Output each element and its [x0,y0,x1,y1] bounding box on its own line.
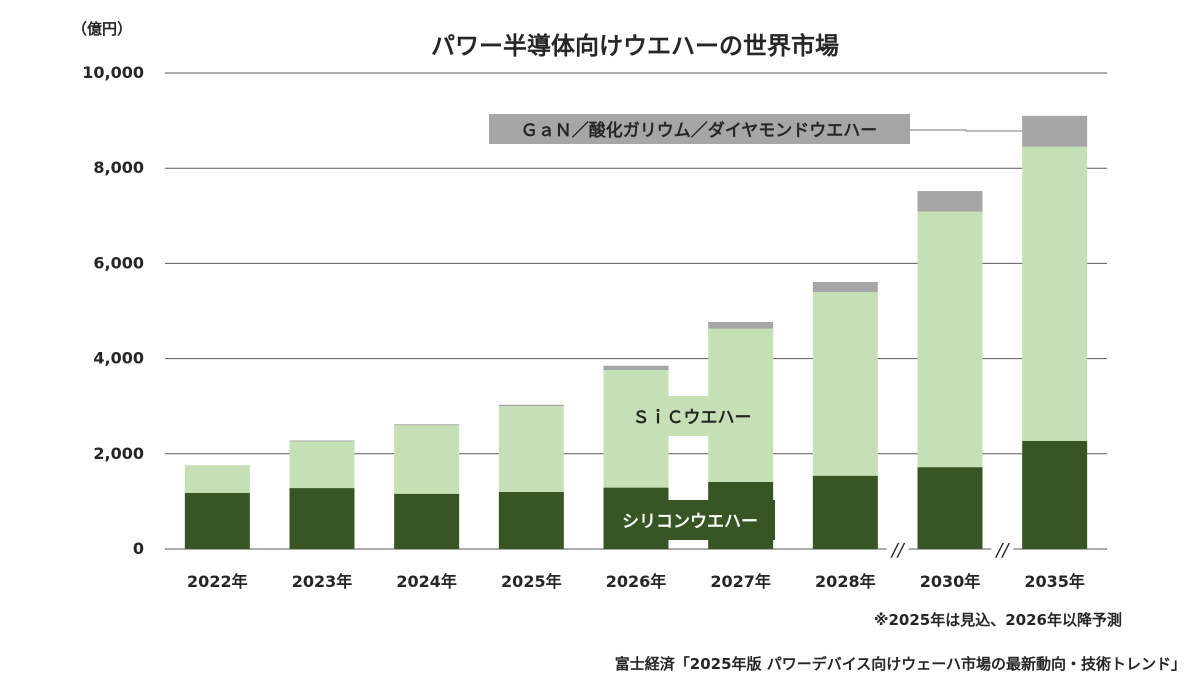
x-tick-label: 2024年 [396,572,457,591]
y-tick-label: 6,000 [93,253,144,272]
bar-segment [498,491,564,549]
chart-title: パワー半導体向けウエハーの世界市場 [431,32,839,60]
bar-segment [184,492,250,549]
x-tick-label: 2027年 [710,572,771,591]
y-axis-unit: （億円） [72,20,133,38]
bar-segment [603,365,669,371]
axis-break-gap [991,538,1014,556]
series-label-silicon: シリコンウエハー [622,512,758,532]
axis-break-mark: // [890,540,906,561]
bar-segment [498,404,564,407]
bar-segment [394,424,460,426]
x-tick-label: 2035年 [1024,572,1085,591]
sic-label-box [622,396,762,436]
x-tick-label: 2022年 [187,572,248,591]
bar-segment [812,281,878,292]
series-label-gan: ＧａＮ／酸化ガリウム／ダイヤモンドウエハー [521,120,878,141]
bar-segment [394,425,460,494]
bar-segment [917,211,983,468]
axis-break-mark: // [994,540,1010,561]
y-tick-label: 10,000 [82,63,144,82]
bar-segment [394,493,460,549]
x-tick-label: 2025年 [501,572,562,591]
y-tick-label: 0 [133,539,144,558]
silicon-label-box [605,500,775,540]
bar-segment [708,321,774,329]
forecast-note: ※2025年は見込、2026年以降予測 [873,611,1122,629]
bar-segment [184,465,250,493]
bar-segment [917,467,983,549]
bar-segment [1022,115,1088,147]
axis-break-gap [886,538,909,556]
bar-segment [498,406,564,492]
bar-segment [1022,146,1088,441]
gan-leader-line [910,129,1023,132]
series-label-sic: ＳｉＣウエハー [633,408,752,428]
source-citation: 富士経済「2025年版 パワーデバイス向けウェーハ市場の最新動向・技術トレンド」 [614,655,1186,673]
y-tick-label: 2,000 [93,444,144,463]
y-tick-label: 8,000 [93,158,144,177]
bar-segment [289,440,355,442]
y-tick-label: 4,000 [93,349,144,368]
bar-segment [289,441,355,489]
bar-segment [812,291,878,476]
bar-segment [1022,440,1088,549]
bar-segment [289,488,355,549]
x-tick-label: 2030年 [920,572,981,591]
x-tick-label: 2023年 [292,572,353,591]
bar-segment [917,191,983,212]
x-tick-label: 2026年 [606,572,667,591]
bar-segment [812,475,878,549]
gan-label-box [489,114,910,144]
x-tick-label: 2028年 [815,572,876,591]
